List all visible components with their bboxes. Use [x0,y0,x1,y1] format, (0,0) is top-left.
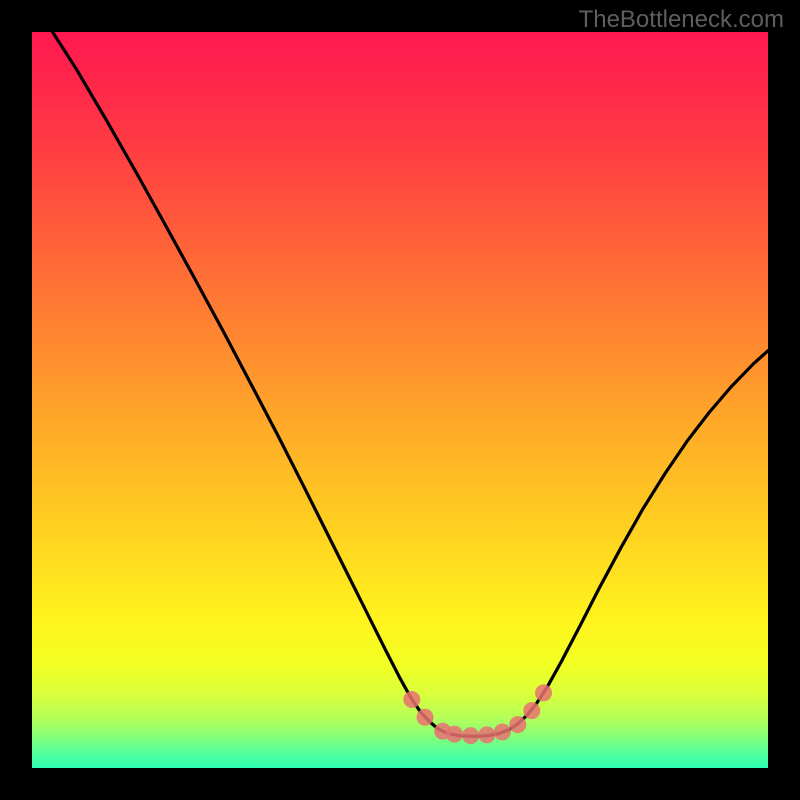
marker-point [478,726,495,743]
marker-point [523,702,540,719]
bottleneck-curve [53,32,768,736]
marker-point [417,709,434,726]
marker-point [509,716,526,733]
watermark-text: TheBottleneck.com [579,6,784,34]
marker-point [494,723,511,740]
marker-point [462,727,479,744]
curve-markers [403,684,552,744]
marker-point [535,684,552,701]
plot-area [32,32,768,768]
marker-point [403,691,420,708]
curve-layer [32,32,768,768]
chart-stage: TheBottleneck.com [0,0,800,800]
marker-point [446,726,463,743]
